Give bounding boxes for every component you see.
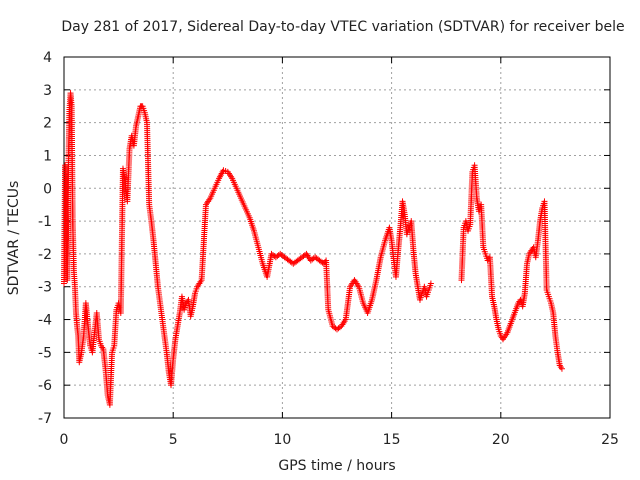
- axis-ticks: 0 5 10 15 20 25 -7 -6 -5 -4 -3 -2 -1 0 1 2 3 4: [38, 50, 619, 448]
- data-points: [61, 90, 565, 408]
- grid-lines: [64, 57, 610, 418]
- y-tick-label: 1: [43, 148, 52, 164]
- y-tick-label: -6: [38, 378, 52, 394]
- data-point-sample: [301, 252, 308, 259]
- x-tick-label: 20: [492, 432, 510, 448]
- y-tick-label: -4: [38, 313, 52, 329]
- chart-title: Day 281 of 2017, Sidereal Day-to-day VTE…: [61, 19, 624, 35]
- data-point: [427, 280, 434, 287]
- data-point: [558, 365, 565, 372]
- x-tick-label: 25: [601, 432, 619, 448]
- y-tick-label: -2: [38, 247, 52, 263]
- series-0: [61, 90, 565, 408]
- x-tick-label: 5: [169, 432, 178, 448]
- y-tick-label: -5: [38, 345, 52, 361]
- y-axis-title: SDTVAR / TECUs: [6, 181, 22, 296]
- y-tick-label: 2: [43, 116, 52, 132]
- x-tick-label: 0: [60, 432, 69, 448]
- x-axis-title: GPS time / hours: [278, 458, 395, 474]
- y-tick-label: -1: [38, 214, 52, 230]
- x-tick-label: 15: [383, 432, 401, 448]
- x-tick-label: 10: [273, 432, 291, 448]
- y-tick-label: -3: [38, 280, 52, 296]
- y-tick-label: 4: [43, 50, 52, 66]
- y-tick-label: -7: [38, 411, 52, 427]
- plot-frame: [63, 56, 611, 419]
- y-tick-label: 3: [43, 83, 52, 99]
- data-point-sample: [336, 324, 343, 331]
- y-tick-label: 0: [43, 181, 52, 197]
